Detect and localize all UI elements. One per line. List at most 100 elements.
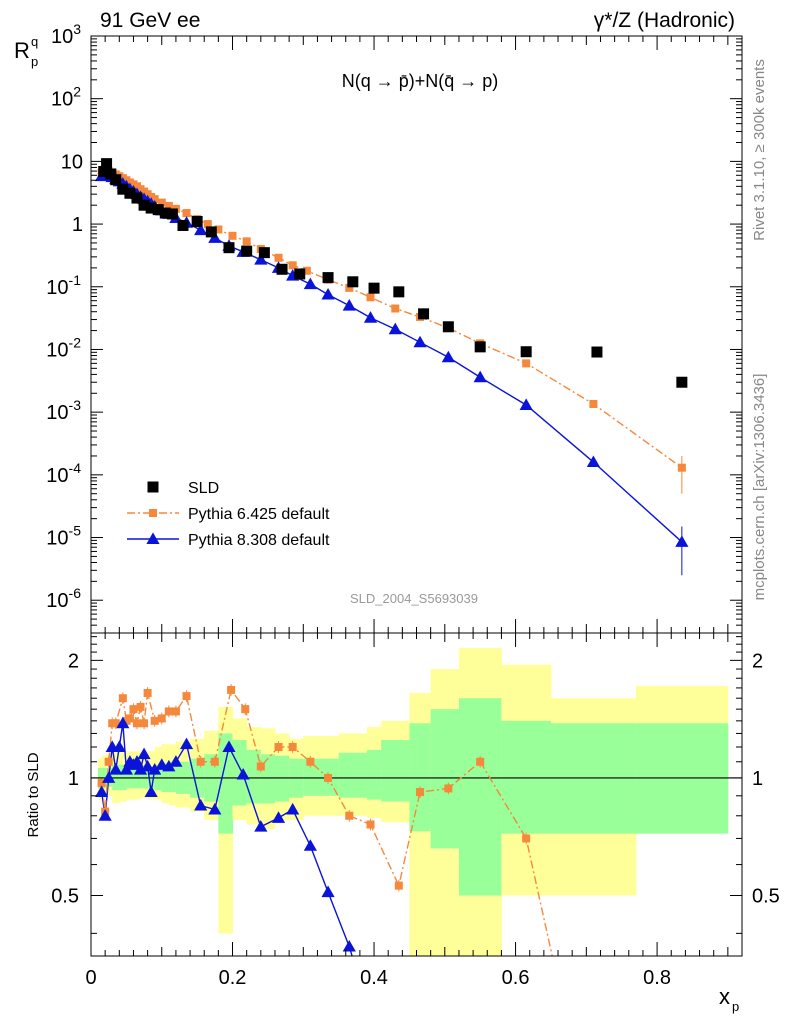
pythia8-point — [388, 322, 402, 335]
ratio-pythia6-point — [522, 834, 531, 843]
pythia6-point — [242, 237, 251, 246]
sld-point — [145, 202, 157, 214]
ratio-pythia6-point — [366, 820, 375, 829]
ratio-pythia6-point — [476, 757, 485, 766]
ratio-series — [95, 684, 553, 956]
pythia6-point — [522, 359, 531, 368]
pythia8-point — [675, 535, 689, 547]
main-y-tick-label: 10 — [61, 151, 83, 173]
main-plot-title-text: N(q → p̄)+N(q̄ → p) — [342, 71, 499, 91]
main-y-tick-label: 102 — [51, 84, 81, 111]
legend-label: Pythia 6.425 default — [188, 506, 330, 523]
ratio-pythia8-point — [303, 839, 317, 851]
ratio-pythia6-point — [164, 707, 173, 716]
pythia6-point — [203, 220, 212, 229]
ratio-pythia8-point — [144, 785, 158, 798]
pythia6-point — [288, 261, 297, 270]
ratio-pythia8-point — [109, 763, 123, 775]
ratio-pythia6-point — [157, 714, 166, 723]
ratio-pythia8-point — [271, 811, 286, 823]
pythia8-point — [519, 398, 533, 410]
ratio-pythia6-point — [129, 705, 138, 714]
ratio-pythia6-point — [125, 714, 134, 723]
pythia8-point — [303, 277, 317, 290]
uncertainty-band-inner — [458, 698, 502, 896]
main-plot-data — [95, 158, 689, 576]
pythia6-point — [182, 209, 191, 218]
sld-point — [368, 282, 380, 294]
sld-point — [294, 268, 306, 280]
ratio-pythia6-point — [136, 702, 145, 711]
ratio-pythia6-point — [143, 688, 152, 697]
ratio-pythia8-point — [236, 767, 250, 780]
pythia8-point — [254, 253, 268, 265]
pythia8-point — [363, 311, 378, 323]
sld-point — [276, 263, 288, 275]
uncertainty-band-inner — [338, 752, 368, 798]
ratio-pythia8-point — [95, 785, 109, 798]
x-tick-label: 0.6 — [502, 967, 530, 989]
ratio-y-tick-label: 0.5 — [51, 886, 79, 908]
legend-item: Pythia 8.308 default — [127, 532, 330, 549]
ratio-pythia6-point — [345, 811, 354, 820]
uncertainty-band-inner — [409, 723, 432, 832]
ratio-pythia8-point — [208, 802, 222, 815]
sld-point — [101, 158, 113, 170]
pythia6-point — [274, 253, 283, 262]
uncertainty-band-inner — [232, 740, 248, 806]
main-y-tick-label: 10-6 — [46, 585, 81, 612]
pythia8-point — [441, 350, 455, 363]
ratio-pythia6-point — [140, 719, 149, 728]
legend-item: SLD — [147, 480, 219, 497]
ratio-plot-axes: 0.5 0.5 1 1 2 2 0 0.2 0.4 0.6 0.8 — [51, 633, 780, 989]
ratio-pythia8-point — [148, 763, 162, 775]
pythia8-point — [586, 455, 601, 467]
ratio-pythia8-point — [137, 747, 151, 760]
sld-point — [393, 286, 405, 298]
main-y-tick-label: 10-5 — [46, 523, 81, 550]
ratio-pythia8-point — [286, 802, 300, 815]
sld-point — [131, 192, 143, 204]
pythia6-point — [150, 195, 159, 204]
main-y-tick-label: 103 — [51, 21, 81, 48]
sld-point — [124, 187, 136, 199]
legend-label: SLD — [188, 480, 219, 497]
sld-point — [442, 321, 454, 333]
uncertainty-band-inner — [303, 758, 318, 796]
sld-point — [98, 165, 110, 177]
ratio-y-tick-label-right: 1 — [752, 768, 763, 790]
legend-sld-marker — [147, 481, 159, 493]
pythia8-point — [342, 299, 356, 311]
ratio-pythia8-point — [162, 759, 176, 772]
ratio-plot: 0.5 0.5 1 1 2 2 0 0.2 0.4 0.6 0.8 Ratio to SLD x p — [25, 632, 780, 1014]
ratio-y-tick-label-right: 0.5 — [752, 886, 780, 908]
main-y-tick-label: 10-4 — [46, 460, 81, 487]
sld-point — [191, 215, 203, 227]
sld-point — [474, 341, 486, 353]
main-y-tick-label: 1 — [72, 214, 83, 236]
sld-point — [258, 247, 270, 259]
sld-point — [322, 272, 334, 284]
x-axis-label-base: x — [719, 984, 730, 1009]
ratio-pythia8-point — [133, 763, 148, 775]
main-plot-title: N(q → p̄)+N(q̄ → p) — [342, 71, 499, 91]
main-y-tick-label: 10-3 — [46, 397, 81, 424]
ratio-pythia6-point — [306, 757, 315, 766]
sld-point — [418, 308, 430, 320]
uncertainty-band-inner — [274, 755, 290, 802]
sld-point — [347, 276, 359, 288]
ratio-pythia8-point — [321, 885, 335, 898]
uncertainty-band-inner — [430, 709, 460, 849]
pythia6-point — [345, 283, 354, 292]
sld-point — [241, 245, 253, 257]
legend: SLD Pythia 6.425 default Pythia 8.308 defa… — [127, 480, 330, 549]
sld-point — [159, 207, 171, 219]
sld-point — [110, 174, 122, 186]
ratio-pythia6-point — [171, 707, 180, 716]
pythia6-point — [677, 463, 686, 472]
ratio-pythia8-point — [116, 716, 130, 729]
ratio-pythia8-point — [98, 809, 112, 821]
